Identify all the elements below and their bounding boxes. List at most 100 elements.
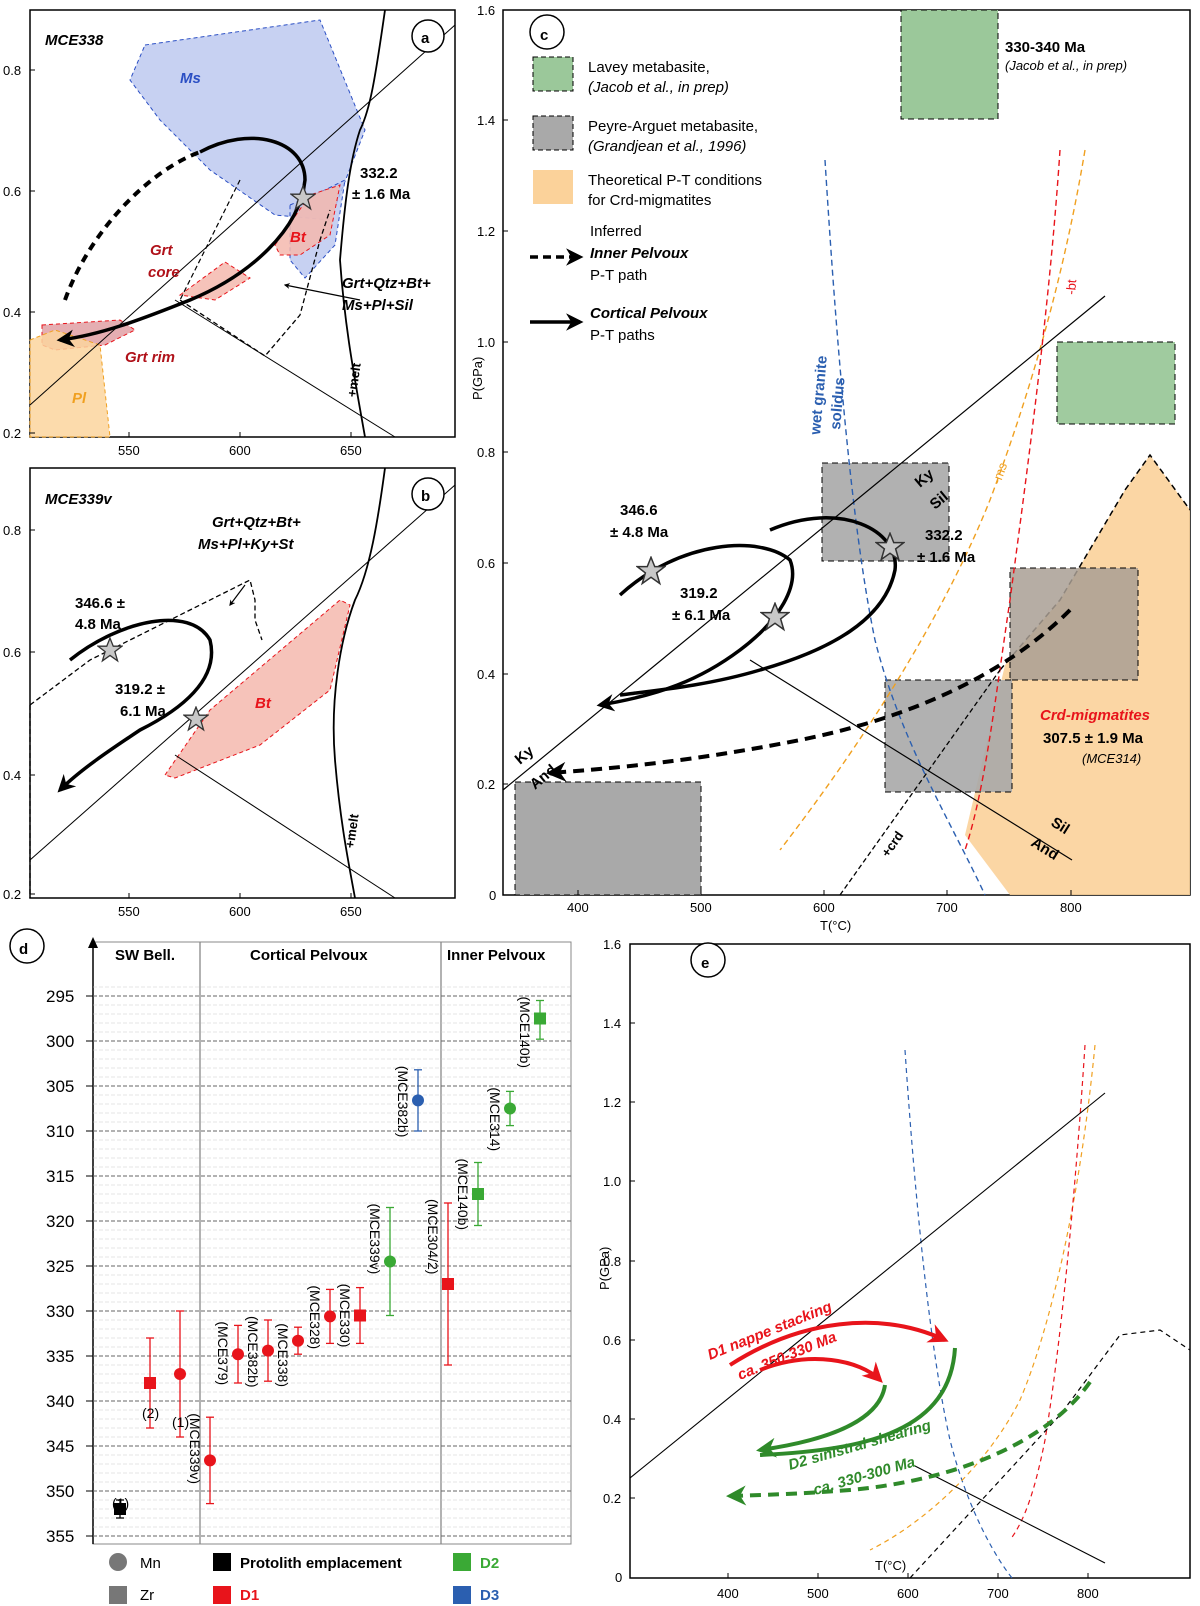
c-ytick-1: 1.4 [477, 113, 495, 128]
c-age2-2: ± 6.1 Ma [672, 607, 731, 624]
panel-c-badge [529, 14, 565, 50]
e-wet-solidus [904, 1049, 1013, 1579]
a-grt-core-1: Grt [150, 242, 174, 259]
d2-arrow-2 [759, 1347, 957, 1457]
c-crd-age: 307.5 ± 1.9 Ma [1043, 730, 1144, 747]
d-point-label: (MCE314) [487, 1087, 503, 1151]
d-point-label: (1) [112, 1495, 129, 1511]
b-ytick-2: 0.4 [3, 768, 21, 783]
c-ytick-6: 0.4 [477, 667, 495, 682]
wet-granite-solidus [824, 159, 986, 896]
e-ytick-7: 0.2 [603, 1491, 621, 1506]
a-ytick-0: 0.8 [3, 63, 21, 78]
panel-e: D1 nappe stacking ca. 350-330 Ma D2 sini… [597, 937, 1191, 1601]
d-point-zircon [114, 1503, 126, 1515]
legend-peyre-2: (Grandjean et al., 1996) [588, 138, 746, 155]
c-age3-2: ± 1.6 Ma [917, 549, 976, 566]
cortical-path-1 [596, 543, 795, 712]
legend-lavey-2: (Jacob et al., in prep) [588, 79, 729, 96]
b-age2-1: 319.2 ± [115, 681, 165, 698]
melt-line [339, 9, 386, 438]
a-xtick-0: 550 [118, 443, 140, 458]
d-marks: (1)(2)(1)(MCE339v)(MCE379) (MCE382b) (MCE3… [112, 997, 546, 1519]
sil-and-line [174, 299, 396, 438]
a-grt-core-2: core [148, 264, 180, 281]
e-bt-curve [1009, 1044, 1086, 1541]
ky-sil-line [29, 24, 456, 406]
assemblage-boundary-2 [179, 179, 241, 301]
b-ky-sil-line [29, 484, 456, 861]
b-xtick-0: 550 [118, 904, 140, 919]
e-xtick-2: 600 [897, 1586, 919, 1601]
d-ytick-label: 350 [46, 1482, 74, 1501]
panel-a-frame [29, 9, 456, 438]
b-sil-and-line [174, 754, 396, 899]
d-ytick-label: 345 [46, 1437, 74, 1456]
d-legend-d3-icon [453, 1586, 471, 1604]
panel-d-frame [92, 941, 572, 1545]
d-legend-protolith: Protolith emplacement [240, 1555, 402, 1572]
a-assemblage-1: Grt+Qtz+Bt+ [342, 275, 431, 292]
c-ytick-4: 0.8 [477, 445, 495, 460]
panel-a-badge [411, 19, 445, 53]
e-ytick-1: 1.4 [603, 1016, 621, 1031]
c-xtick-3: 700 [936, 900, 958, 915]
e-ytick-4: 0.8 [603, 1254, 621, 1269]
d-point-label: (MCE382b) [395, 1066, 411, 1138]
bt-out-curve [964, 149, 1061, 851]
lavey-box-2 [1056, 341, 1176, 425]
d-ytick-label: 295 [46, 987, 74, 1006]
c-crd-mig: Crd-migmatites [1040, 707, 1150, 724]
c-ms-label: -ms [989, 460, 1011, 486]
d-ytick-label: 315 [46, 1167, 74, 1186]
a-ytick-1: 0.6 [3, 184, 21, 199]
b-assemblage-boundary [29, 579, 263, 898]
panel-d: 295300305310315320325330335340345350355 … [9, 928, 572, 1604]
e-xtick-0: 400 [717, 1586, 739, 1601]
d-point-label: (MCE140b) [517, 997, 533, 1069]
legend-peyre-1: Peyre-Arguet metabasite, [588, 118, 758, 135]
legend-inferred-3: P-T path [590, 267, 647, 284]
a-age-2: ± 1.6 Ma [352, 186, 411, 203]
d-grid [93, 986, 571, 1537]
e-ytick-8: 0 [615, 1570, 622, 1585]
peyre-box-2 [1009, 567, 1139, 681]
a-sample-name: MCE338 [45, 32, 104, 49]
a-pl-label: Pl [72, 390, 87, 407]
d-legend-d1-icon [213, 1586, 231, 1604]
pt-path-b [57, 618, 214, 793]
a-grt-rim: Grt rim [125, 349, 175, 366]
legend-cortical-1: Cortical Pelvoux [590, 305, 708, 322]
d-point-monazite [262, 1344, 274, 1357]
b-sample-name: MCE339v [45, 491, 113, 508]
d-legend-zr-icon [109, 1586, 127, 1604]
legend-inferred-2: Inner Pelvoux [590, 245, 689, 262]
b-ytick-1: 0.6 [3, 645, 21, 660]
e-xlabel: T(°C) [875, 1558, 906, 1573]
d1-arrow-2 [759, 1357, 883, 1383]
d-legend-protolith-icon [213, 1553, 231, 1571]
d-legend-d3: D3 [480, 1587, 499, 1604]
a-age-1: 332.2 [360, 165, 398, 182]
legend-peyre-swatch [532, 115, 574, 151]
assemblage-arrow-b [229, 584, 246, 606]
panel-c-letter: c [540, 27, 548, 44]
e-ytick-0: 1.6 [603, 937, 621, 952]
d-point-zircon [534, 1012, 546, 1025]
e-ms-curve [869, 1044, 1096, 1551]
age-star-b1 [97, 637, 123, 662]
d1-arrow-1 [728, 1320, 949, 1367]
panel-e-frame [629, 943, 1191, 1579]
c-wet-1: wet granite [807, 355, 831, 436]
a-xtick-2: 650 [340, 443, 362, 458]
a-bt-label: Bt [290, 229, 307, 246]
e-ytick-2: 1.2 [603, 1095, 621, 1110]
d-point-label: (MCE330) [337, 1284, 353, 1348]
b-xtick-1: 600 [229, 904, 251, 919]
c-xlabel: T(°C) [820, 918, 851, 933]
c-ytick-5: 0.6 [477, 556, 495, 571]
panel-e-badge [690, 942, 726, 978]
d-point-zircon [354, 1309, 366, 1322]
panel-b: 550 600 650 0.8 0.6 0.4 0.2 b MCE339v Gr… [3, 467, 456, 919]
